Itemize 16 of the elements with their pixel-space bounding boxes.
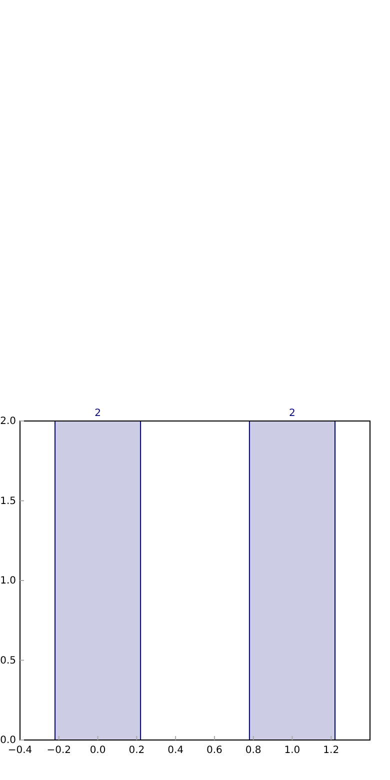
x-tick-label: 1.2 [323, 745, 340, 756]
y-tick-label: 2.0 [0, 416, 16, 428]
x-tick-label: 1.0 [284, 745, 300, 756]
x-tick-label: 0.2 [128, 745, 145, 756]
y-tick-label: 0.0 [0, 735, 16, 746]
x-tick-label: −0.4 [8, 745, 32, 756]
x-tick-label: 0.0 [90, 745, 106, 756]
x-tick-label: 0.8 [245, 745, 262, 756]
data-label: 2 [289, 408, 296, 419]
x-tick-label: 0.4 [168, 745, 184, 756]
y-tick-label: 0.5 [0, 655, 16, 666]
x-tick-label: 0.6 [206, 745, 222, 756]
y-tick-label: 1.5 [0, 496, 16, 507]
x-tick-label: −0.2 [46, 745, 72, 756]
data-label: 2 [94, 408, 101, 419]
y-tick-label: 1.0 [0, 576, 16, 587]
